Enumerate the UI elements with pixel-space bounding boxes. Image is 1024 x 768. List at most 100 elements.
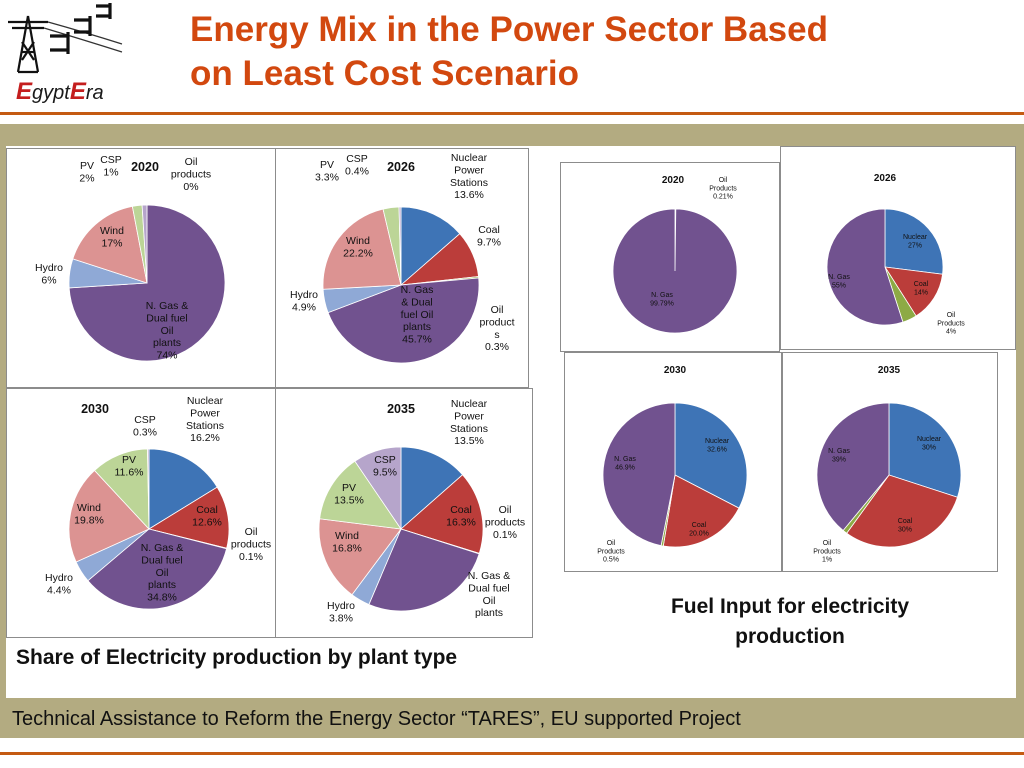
chart-panel-share-2020: 2020 Oil products 0% N. Gas & Dual fuel Oil pla…	[6, 148, 276, 388]
slice-label-n-gas: N. Gas 55%	[828, 274, 850, 289]
pie-slice-wind	[68, 469, 150, 563]
pie-slice-csp	[354, 446, 402, 531]
slice-label-csp: CSP 9.5%	[373, 454, 397, 478]
pie-slice-n-gas-dual-fuel-oil-plants	[87, 528, 228, 610]
pie-slice-n-gas	[612, 208, 738, 334]
slice-label-hydro: Hydro 6%	[35, 262, 63, 286]
pie-slice-n-gas-dual-fuel-oil-plants	[368, 528, 480, 612]
egyptera-logo: EgyptEra	[4, 2, 154, 105]
chart-title: 2020	[662, 175, 685, 186]
chart-panel-fuel-2020: 2020 Oil Products 0.21% N. Gas 99.79%	[560, 162, 780, 352]
pie-slice-nuclear-power-stations	[400, 446, 464, 530]
pie-slice-nuclear	[888, 402, 962, 498]
chart-title: 2030	[664, 365, 687, 376]
pie-chart-5: 2026 Nuclear 27% Coal 14% Oil Products 4% N. Gas…	[826, 173, 965, 336]
slice-label-coal: Coal 14%	[914, 281, 929, 296]
share-section-label: Share of Electricity production by plant…	[16, 646, 457, 670]
title-line-2: on Least Cost Scenario	[190, 54, 579, 93]
slice-label-n-gas: N. Gas 39%	[828, 448, 850, 463]
slice-label-hydro: Hydro 4.9%	[290, 289, 318, 313]
slice-label-oil-products: Oil Products 1%	[813, 540, 841, 564]
share-label-part-1: Share of E	[16, 646, 120, 669]
slice-label-n-gas-dual-fuel-oil-plants: N. Gas & Dual fuel Oil plants 34.8%	[141, 542, 184, 604]
pie-chart-2: 2030 Nuclear Power Stations 16.2% Coal 12.6% Oi…	[45, 395, 271, 610]
chart-title: 2030	[81, 402, 109, 416]
slice-label-oil-products: Oil Products 0.21%	[709, 177, 737, 201]
pie-slice-wind	[318, 518, 402, 596]
logo-letter-e: E	[16, 78, 33, 105]
slice-label-coal: Coal 30%	[898, 518, 913, 533]
pie-slice-wind	[72, 205, 148, 284]
slice-label-hydro: Hydro 3.8%	[327, 600, 355, 624]
logo-word-ra: ra	[85, 82, 104, 104]
pie-chart-3: 2035 Nuclear Power Stations 13.5% Coal 16.3% Oi…	[318, 398, 525, 624]
pie-slice-wind	[322, 208, 402, 290]
slice-label-csp: CSP 0.3%	[133, 414, 157, 438]
slice-label-coal: Coal 9.7%	[477, 224, 501, 248]
logo-word-gypt: gypt	[32, 82, 70, 104]
chart-title: 2020	[131, 160, 159, 174]
pie-slice-nuclear-power-stations	[400, 206, 461, 286]
chart-panel-share-2026: 2026 Nuclear Power Stations 13.6% Coal 9.7% Oil…	[275, 148, 529, 388]
pie-chart-7: 2035 Nuclear 30% Coal 30% Oil Products 1% N. Gas…	[813, 365, 962, 564]
slice-label-n-gas-dual-fuel-oil-plants: N. Gas & Dual fuel Oil plants	[468, 570, 511, 619]
chart-title: 2035	[387, 402, 415, 416]
pie-slice-n-gas	[602, 402, 676, 547]
pie-chart-4: 2020 Oil Products 0.21% N. Gas 99.79%	[612, 175, 738, 334]
pie-slice-nuclear-power-stations	[148, 448, 218, 530]
slice-label-coal: Coal 12.6%	[192, 504, 222, 528]
pie-slice-csp	[141, 204, 148, 284]
slice-label-nuclear: Nuclear 27%	[903, 234, 928, 249]
chart-title: 2035	[878, 365, 901, 376]
slice-label-nuclear: Nuclear 32.6%	[705, 438, 730, 453]
slice-label-csp: CSP 0.4%	[345, 153, 369, 177]
slice-label-nuclear: Nuclear 30%	[917, 436, 942, 451]
chart-panel-share-2035: 2035 Nuclear Power Stations 13.5% Coal 16.3% Oi…	[275, 388, 533, 638]
slice-label-oil-products: Oil Products 4%	[937, 312, 965, 336]
slice-label-oil-products: Oil Products 0.5%	[597, 540, 625, 564]
chart-panel-share-2030: 2030 Nuclear Power Stations 16.2% Coal 12.6% Oi…	[6, 388, 276, 638]
pie-slice-coal	[662, 474, 740, 548]
pie-slice-n-gas-dual-fuel-oil-plants	[327, 277, 480, 364]
bottom-rule	[0, 752, 1024, 755]
fuel-label-line-1: Fuel Input for electricity	[670, 595, 910, 618]
slice-label-wind: Wind 19.8%	[74, 502, 104, 526]
pie-slice-nuclear	[884, 208, 944, 275]
pie-slice-csp	[147, 448, 150, 530]
slice-label-n-gas-dual-fuel-oil-plants: N. Gas & Dual fuel Oil plants 74%	[146, 300, 189, 362]
pie-slice-nuclear	[674, 402, 748, 509]
chart-panel-fuel-2035: 2035 Nuclear 30% Coal 30% Oil Products 1% N. Gas…	[782, 352, 998, 572]
share-label-part-2: lectricity production by plant type	[119, 646, 458, 669]
chart-panel-fuel-2030: 2030 Nuclear 32.6% Coal 20.0% Oil Products 0.5%…	[564, 352, 782, 572]
title-line-1: Energy Mix in the Power Sector Based	[190, 10, 828, 49]
slice-label-nuclear-power-stations: Nuclear Power Stations 13.5%	[450, 398, 488, 447]
pie-chart-1: 2026 Nuclear Power Stations 13.6% Coal 9.7% Oil…	[290, 152, 515, 364]
slice-label-n-gas: N. Gas 46.9%	[614, 456, 636, 471]
pie-slice-coal	[400, 474, 484, 554]
pylon-plug-icon	[8, 3, 123, 74]
slice-label-n-gas: N. Gas 99.79%	[650, 292, 674, 307]
slice-label-pv: PV 3.3%	[315, 159, 339, 183]
pie-slice-coal	[846, 474, 958, 548]
pie-chart-0: 2020 Oil products 0% N. Gas & Dual fuel Oil pla…	[35, 154, 226, 362]
pie-chart-6: 2030 Nuclear 32.6% Coal 20.0% Oil Products 0.5%…	[597, 365, 748, 564]
fuel-label-line-2: production	[735, 625, 845, 648]
slice-label-n-gas-dual-fuel-oil-plants: N. Gas & Dual fuel Oil plants 45.7%	[401, 284, 434, 346]
pie-slice-n-gas	[816, 402, 890, 532]
slice-label-pv: PV 2%	[79, 160, 94, 184]
chart-title: 2026	[387, 160, 415, 174]
pie-slice-n-gas	[826, 208, 904, 326]
slice-label-hydro: Hydro 4.4%	[45, 572, 73, 596]
pie-slice-coal	[147, 486, 230, 549]
slice-label-csp: CSP 1%	[100, 154, 122, 178]
slice-label-pv: PV 11.6%	[115, 454, 144, 478]
slice-label-wind: Wind 22.2%	[343, 235, 373, 259]
slice-label-coal: Coal 16.3%	[446, 504, 476, 528]
slice-label-nuclear-power-stations: Nuclear Power Stations 13.6%	[450, 152, 488, 201]
slice-label-oil-products: Oil products 0.1%	[231, 526, 271, 563]
logo-wordmark: EgyptEra	[16, 78, 104, 106]
pie-slice-csp	[398, 206, 402, 286]
fuel-section-label: Fuel Input for electricity production	[640, 592, 940, 652]
slice-label-wind: Wind 17%	[100, 225, 124, 249]
logo-letter-e2: E	[69, 78, 86, 105]
